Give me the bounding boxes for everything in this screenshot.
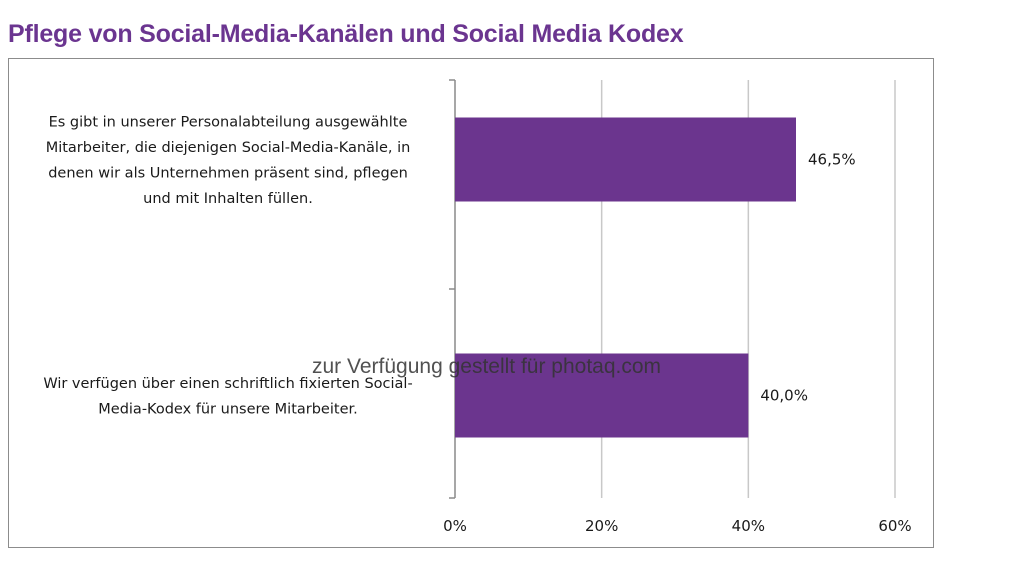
chart-title: Pflege von Social-Media-Kanälen und Soci… (8, 20, 684, 48)
category-label-1-line: und mit Inhalten füllen. (143, 191, 313, 207)
data-label-1: 46,5% (808, 151, 856, 169)
category-label-1-line: Mitarbeiter, die diejenigen Social-Media… (46, 140, 411, 156)
chart-frame (8, 58, 934, 548)
category-label-1-line: denen wir als Unternehmen präsent sind, … (48, 165, 408, 181)
x-tick-label: 0% (443, 517, 467, 535)
category-label-2-line: Media-Kodex für unsere Mitarbeiter. (98, 401, 357, 417)
data-label-2: 40,0% (760, 387, 808, 405)
bar-1 (455, 117, 796, 202)
x-tick-label: 40% (732, 517, 765, 535)
x-tick-label: 60% (878, 517, 911, 535)
x-tick-label: 20% (585, 517, 618, 535)
category-label-1-line: Es gibt in unserer Personalabteilung aus… (49, 114, 408, 130)
bar-2 (455, 353, 749, 438)
category-label-2-line: Wir verfügen über einen schriftlich fixi… (43, 376, 412, 392)
